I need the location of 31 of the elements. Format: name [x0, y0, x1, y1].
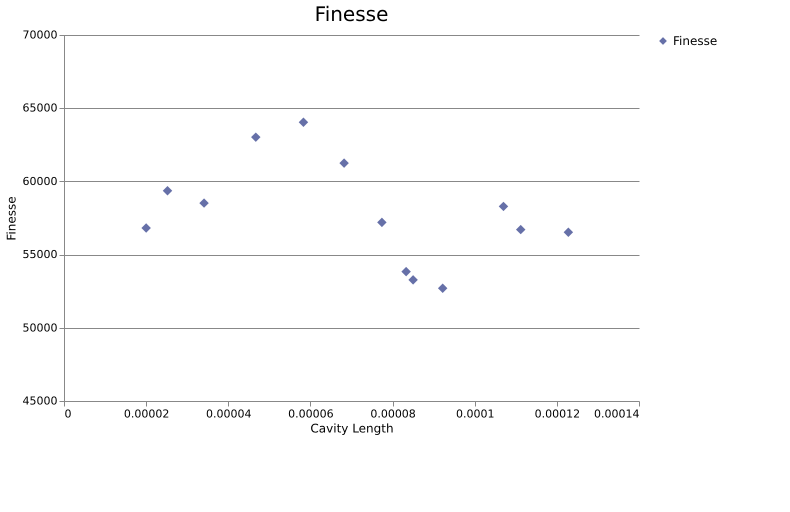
y-tick-label: 70000: [22, 28, 58, 42]
legend-label: Finesse: [673, 34, 718, 48]
point: [408, 275, 418, 285]
y-tick-label: 65000: [22, 102, 58, 115]
point: [498, 202, 508, 212]
point: [141, 223, 151, 233]
x-tick-label: 0.00008: [370, 408, 416, 420]
chart-title: Finesse: [314, 2, 388, 26]
y-tick-label: 50000: [22, 321, 58, 334]
x-tick-label: 0.00002: [124, 408, 170, 420]
point: [438, 284, 448, 294]
point: [199, 198, 209, 208]
point: [516, 224, 526, 234]
x-tick-label: 0.00006: [288, 408, 334, 420]
x-axis-title: Cavity Length: [310, 422, 394, 436]
point: [251, 132, 261, 142]
point: [401, 266, 411, 276]
y-tick-label: 45000: [22, 394, 58, 408]
point: [298, 118, 308, 127]
x-tick-label: 0.00014: [594, 408, 640, 420]
x-tick-label: 0.00004: [206, 408, 252, 420]
y-axis-title: Finesse: [4, 196, 19, 241]
x-tick-label: 0.0001: [456, 408, 494, 420]
x-tick-label: 0.00012: [534, 408, 580, 420]
point: [162, 186, 172, 196]
y-tick-label: 60000: [22, 174, 58, 188]
point: [339, 158, 349, 168]
y-tick-label: 55000: [22, 248, 58, 262]
point: [377, 218, 387, 228]
x-tick-label: 0: [64, 408, 72, 420]
point: [564, 227, 574, 237]
